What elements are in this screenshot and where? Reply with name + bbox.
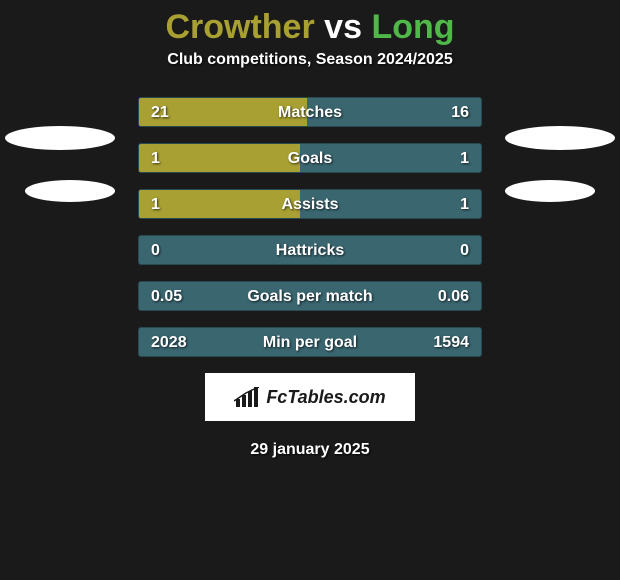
stat-right-value: 1 bbox=[460, 144, 469, 173]
logo-text: FcTables.com bbox=[266, 387, 385, 408]
stat-row: 2028 1594 Min per goal bbox=[138, 327, 482, 357]
stat-label: Matches bbox=[278, 98, 342, 127]
comparison-title: Crowther vs Long bbox=[0, 0, 620, 51]
stat-left-value: 0.05 bbox=[151, 282, 182, 311]
stat-label: Hattricks bbox=[276, 236, 344, 265]
stat-right-value: 16 bbox=[451, 98, 469, 127]
stats-container: 21 16 Matches 1 1 Goals 1 1 Assists 0 0 Hattricks 0.… bbox=[138, 97, 482, 357]
bar-fill-left bbox=[139, 144, 300, 172]
player2-avatar-large bbox=[505, 126, 615, 150]
player1-name: Crowther bbox=[165, 8, 314, 46]
date-text: 29 january 2025 bbox=[0, 441, 620, 459]
logo-box: FcTables.com bbox=[205, 373, 415, 421]
stat-label: Goals per match bbox=[247, 282, 372, 311]
stat-row: 1 1 Assists bbox=[138, 189, 482, 219]
stat-left-value: 0 bbox=[151, 236, 160, 265]
stat-left-value: 21 bbox=[151, 98, 169, 127]
stat-left-value: 1 bbox=[151, 144, 160, 173]
stat-row: 1 1 Goals bbox=[138, 143, 482, 173]
stat-right-value: 1 bbox=[460, 190, 469, 219]
player1-avatar-small bbox=[25, 180, 115, 202]
vs-text: vs bbox=[324, 8, 362, 46]
stat-right-value: 0.06 bbox=[438, 282, 469, 311]
player2-avatar-small bbox=[505, 180, 595, 202]
chart-icon bbox=[234, 387, 260, 407]
stat-label: Min per goal bbox=[263, 328, 357, 357]
stat-right-value: 1594 bbox=[433, 328, 469, 357]
stat-row: 0.05 0.06 Goals per match bbox=[138, 281, 482, 311]
player1-avatar-large bbox=[5, 126, 115, 150]
subtitle: Club competitions, Season 2024/2025 bbox=[0, 51, 620, 69]
stat-label: Assists bbox=[282, 190, 339, 219]
stat-label: Goals bbox=[288, 144, 332, 173]
stat-row: 0 0 Hattricks bbox=[138, 235, 482, 265]
stat-left-value: 1 bbox=[151, 190, 160, 219]
player2-name: Long bbox=[371, 8, 454, 46]
bar-fill-left bbox=[139, 190, 300, 218]
stat-row: 21 16 Matches bbox=[138, 97, 482, 127]
stat-left-value: 2028 bbox=[151, 328, 187, 357]
stat-right-value: 0 bbox=[460, 236, 469, 265]
